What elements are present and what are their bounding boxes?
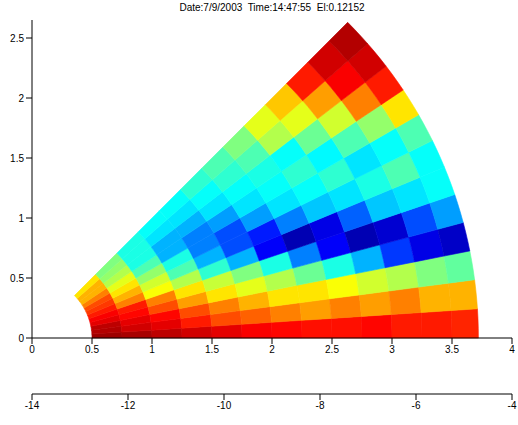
svg-text:0.5: 0.5 (10, 273, 24, 284)
svg-text:3.5: 3.5 (445, 344, 459, 355)
svg-text:2: 2 (18, 93, 24, 104)
svg-text:1: 1 (149, 344, 155, 355)
svg-text:2.5: 2.5 (10, 33, 24, 44)
svg-text:1.5: 1.5 (205, 344, 219, 355)
svg-text:0.5: 0.5 (85, 344, 99, 355)
html-text:Date:7/9/2003 Time:14:47:55 El: Date:7/9/2003 Time:14:47:55 El:0.12152 (179, 2, 365, 13)
svg-text:4: 4 (509, 344, 515, 355)
svg-text:0: 0 (29, 344, 35, 355)
svg-text:-10: -10 (217, 400, 232, 411)
svg-text:1.5: 1.5 (10, 153, 24, 164)
svg-text:1: 1 (18, 213, 24, 224)
svg-text:-12: -12 (121, 400, 136, 411)
svg-text:2: 2 (269, 344, 275, 355)
svg-text:-6: -6 (412, 400, 421, 411)
svg-text:0: 0 (18, 333, 24, 344)
svg-text:2.5: 2.5 (325, 344, 339, 355)
svg-text:-8: -8 (316, 400, 325, 411)
svg-text:3: 3 (389, 344, 395, 355)
svg-text:-4: -4 (508, 400, 517, 411)
svg-text:-14: -14 (25, 400, 40, 411)
